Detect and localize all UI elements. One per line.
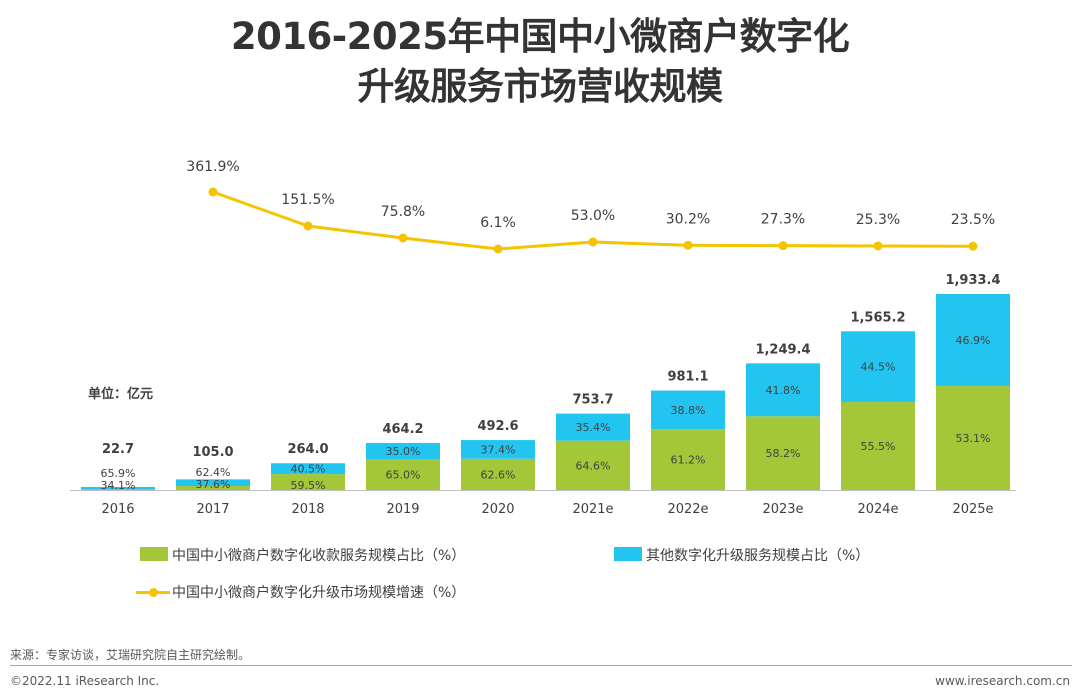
bar-blue-2022e [651, 390, 725, 430]
label-blue-2022e: 38.8% [671, 404, 706, 417]
title-line-1: 2016-2025年中国中小微商户数字化 [230, 15, 850, 58]
bar-green-2022e [651, 429, 725, 490]
growth-point-2018 [303, 221, 313, 231]
label-blue-2020: 37.4% [481, 443, 516, 456]
growth-point-2024e [873, 241, 883, 251]
growth-label-2018: 151.5% [281, 192, 334, 208]
growth-point-2020 [493, 244, 503, 254]
growth-line-group: 361.9% 151.5% 75.8% 6.1% 53.0% 30.2% 27.3% 25.3… [186, 159, 995, 254]
chart-svg: 单位：亿元 34.1%65.9% 22.7 37.6%62.4% 105.0 59.5%… [70, 159, 1016, 517]
bar-blue-2025e [936, 294, 1010, 386]
label-blue-2025e: 46.9% [956, 334, 991, 347]
tick-label-2020: 2020 [481, 502, 514, 517]
total-label-2021e: 753.7 [572, 393, 613, 408]
tick-label-2024e: 2024e [857, 502, 898, 517]
label-blue-2021e: 35.4% [576, 421, 611, 434]
legend-swatch-green [140, 547, 168, 561]
label-blue-2016: 65.9% [101, 467, 136, 480]
axis-group: 2016 2017 2018 2019 2020 2021e 2022e 2023e 2024e… [70, 490, 1016, 517]
total-label-2024e: 1,565.2 [850, 310, 905, 325]
growth-label-2024e: 25.3% [856, 212, 900, 228]
tick-label-2016: 2016 [101, 502, 134, 517]
label-blue-2019: 35.0% [386, 445, 421, 458]
tick-label-2017: 2017 [196, 502, 229, 517]
growth-label-2021e: 53.0% [571, 208, 615, 224]
label-green-2019: 65.0% [386, 469, 421, 482]
title-line-2: 升级服务市场营收规模 [357, 65, 724, 108]
total-label-2016: 22.7 [102, 442, 134, 457]
bar-green-2024e [841, 401, 915, 490]
bar-green-2019 [366, 459, 440, 490]
footer-url: www.iresearch.com.cn [935, 674, 1070, 688]
bar-blue-2018 [271, 463, 345, 475]
growth-label-2023e: 27.3% [761, 212, 805, 228]
label-green-2023e: 58.2% [766, 447, 801, 460]
growth-label-2020: 6.1% [480, 215, 516, 231]
bar-green-2020 [461, 458, 535, 490]
total-label-2020: 492.6 [477, 419, 518, 434]
bars-group: 34.1%65.9% 22.7 37.6%62.4% 105.0 59.5% 40.5% 2… [81, 273, 1010, 492]
bar-blue-2016 [81, 487, 155, 489]
bar-blue-2017 [176, 479, 250, 486]
growth-point-2025e [968, 241, 978, 251]
growth-point-2019 [398, 233, 408, 243]
bar-blue-2023e [746, 363, 820, 417]
tick-label-2018: 2018 [291, 502, 324, 517]
growth-label-2017: 361.9% [186, 159, 239, 175]
tick-label-2021e: 2021e [572, 502, 613, 517]
label-blue-2023e: 41.8% [766, 384, 801, 397]
total-label-2025e: 1,933.4 [945, 273, 1000, 288]
legend-swatch-blue [614, 547, 642, 561]
bar-blue-2019 [366, 442, 440, 460]
legend-swatch-line-dot [149, 588, 158, 597]
bar-green-2017 [176, 485, 250, 490]
label-green-2022e: 61.2% [671, 454, 706, 467]
legend-label-line: 中国中小微商户数字化升级市场规模增速（%） [172, 585, 466, 601]
total-label-2019: 464.2 [382, 422, 423, 437]
label-blue-2017: 62.4% [196, 466, 231, 479]
bar-green-2021e [556, 440, 630, 490]
unit-label: 单位：亿元 [88, 386, 153, 402]
bar-green-2023e [746, 416, 820, 490]
bar-blue-2021e [556, 413, 630, 441]
total-label-2023e: 1,249.4 [755, 342, 810, 357]
label-green-2020: 62.6% [481, 468, 516, 481]
source-note: 来源：专家访谈，艾瑞研究院自主研究绘制。 [10, 648, 251, 662]
tick-label-2019: 2019 [386, 502, 419, 517]
label-green-2024e: 55.5% [861, 440, 896, 453]
label-green-2017: 37.6% [196, 478, 231, 491]
growth-point-2023e [778, 241, 788, 251]
legend-label-blue: 其他数字化升级服务规模占比（%） [646, 548, 870, 564]
label-blue-2024e: 44.5% [861, 361, 896, 374]
tick-label-2022e: 2022e [667, 502, 708, 517]
chart-title: 2016-2025年中国中小微商户数字化 升级服务市场营收规模 [0, 12, 1080, 112]
footer-copyright: ©2022.11 iResearch Inc. [10, 674, 160, 688]
footer-divider [10, 665, 1072, 666]
bar-blue-2024e [841, 331, 915, 402]
growth-point-2021e [588, 237, 598, 247]
label-green-2018: 59.5% [291, 479, 326, 492]
bar-green-2025e [936, 385, 1010, 490]
growth-point-2022e [683, 240, 693, 250]
bar-green-2016 [81, 488, 155, 490]
total-label-2018: 264.0 [287, 442, 328, 457]
growth-label-2022e: 30.2% [666, 211, 710, 227]
total-label-2017: 105.0 [192, 445, 233, 460]
legend-label-green: 中国中小微商户数字化收款服务规模占比（%） [172, 548, 466, 564]
label-green-2025e: 53.1% [956, 432, 991, 445]
label-blue-2018: 40.5% [291, 463, 326, 476]
growth-label-2019: 75.8% [381, 204, 425, 220]
growth-label-2025e: 23.5% [951, 212, 995, 228]
total-label-2022e: 981.1 [667, 370, 708, 385]
label-green-2021e: 64.6% [576, 459, 611, 472]
label-green-2016: 34.1% [101, 479, 136, 492]
bar-green-2018 [271, 474, 345, 490]
tick-label-2023e: 2023e [762, 502, 803, 517]
bar-blue-2020 [461, 440, 535, 459]
tick-label-2025e: 2025e [952, 502, 993, 517]
growth-point-2017 [208, 187, 218, 197]
